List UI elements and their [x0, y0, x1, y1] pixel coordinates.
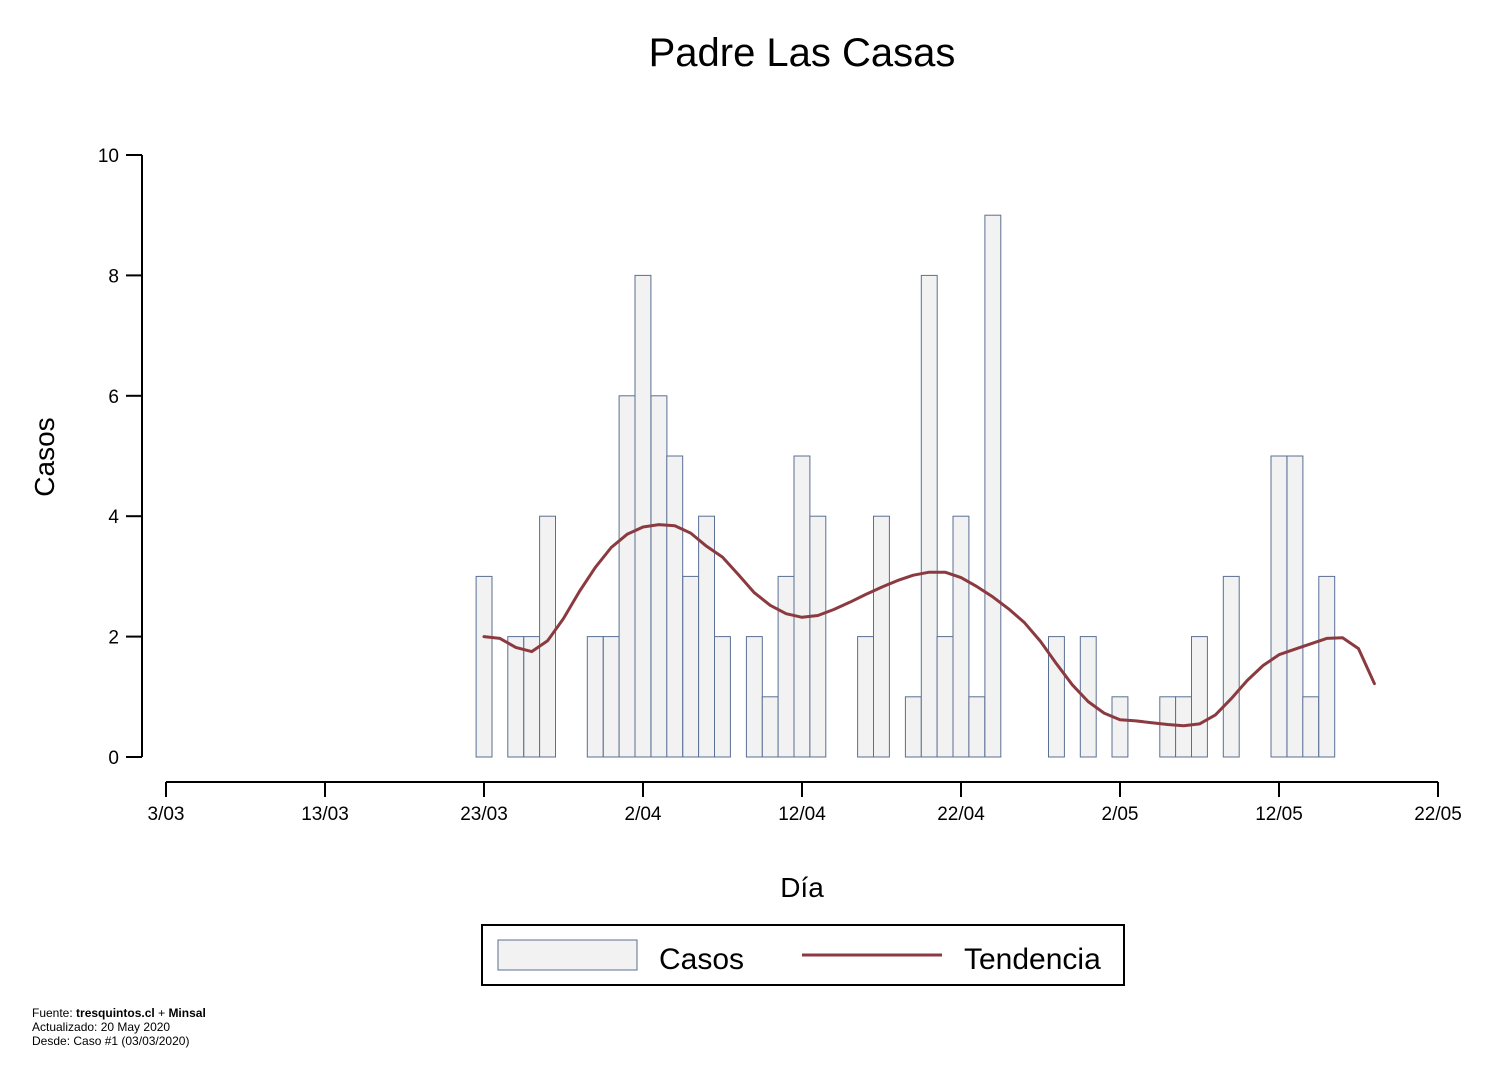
x-tick-label: 23/03 [460, 804, 508, 825]
y-tick-label: 4 [108, 507, 119, 528]
bar [586, 636, 604, 758]
bar [1270, 455, 1288, 758]
y-tick-label: 0 [108, 748, 119, 769]
trend-line [482, 523, 1376, 728]
bar [936, 636, 954, 758]
bar [920, 274, 938, 758]
footer-source: Fuente: tresquintos.cl + Minsal [32, 1006, 206, 1020]
bar [777, 575, 795, 758]
bar [1318, 575, 1336, 758]
x-tick-label: 22/04 [937, 804, 985, 825]
bar [1191, 636, 1208, 758]
y-tick-label: 10 [98, 146, 119, 167]
x-tick-label: 2/04 [625, 804, 662, 825]
legend-label-casos: Casos [659, 943, 744, 976]
x-tick-label: 3/03 [148, 804, 185, 825]
y-tick-label: 6 [108, 387, 119, 408]
footer-source-org: Minsal [168, 1006, 206, 1020]
bar [1079, 636, 1097, 758]
legend-label-tendencia: Tendencia [964, 943, 1101, 976]
chart-title: Padre Las Casas [649, 31, 956, 75]
bar [602, 636, 620, 758]
bar [618, 395, 636, 758]
bar [761, 696, 779, 758]
bar [873, 515, 890, 758]
y-tick-label: 8 [108, 266, 119, 287]
y-tick-label: 2 [108, 628, 119, 649]
bar [1286, 455, 1304, 758]
bar [904, 696, 922, 758]
bar [793, 455, 811, 758]
bar [475, 575, 493, 758]
bar [1111, 696, 1129, 758]
bar [507, 636, 525, 758]
footer-since: Desde: Caso #1 (03/03/2020) [32, 1034, 190, 1048]
footer-source-joiner: + [158, 1006, 166, 1020]
footer-source-site: tresquintos.cl [76, 1006, 155, 1020]
bar [650, 395, 668, 758]
x-axis: 3/03 13/03 23/03 2/04 12/04 22/04 2/05 12/05 22/… [148, 781, 1462, 825]
y-axis-label: Casos [29, 417, 60, 496]
x-tick-label: 22/05 [1414, 804, 1462, 825]
x-tick-label: 12/04 [778, 804, 826, 825]
bar [682, 575, 700, 758]
bar [523, 636, 541, 758]
bar [1159, 696, 1177, 758]
footer-updated: Actualizado: 20 May 2020 [32, 1020, 171, 1034]
bar [952, 515, 970, 758]
trend-series [482, 523, 1376, 728]
bar [666, 455, 684, 758]
x-axis-label: Día [780, 872, 824, 903]
x-tick-label: 13/03 [301, 804, 349, 825]
bar [745, 636, 763, 758]
legend-swatch-bar [497, 939, 638, 971]
bar [984, 214, 1002, 758]
footer-source-prefix: Fuente: [32, 1006, 73, 1020]
bar [539, 515, 556, 758]
legend: Casos Tendencia [481, 924, 1125, 986]
bar [1302, 696, 1320, 758]
x-tick-label: 12/05 [1255, 804, 1303, 825]
bar [698, 515, 715, 758]
bar [1222, 575, 1240, 758]
bar [714, 636, 731, 758]
bar [857, 636, 874, 758]
bar [968, 696, 986, 758]
bar [634, 274, 652, 758]
bar [809, 515, 827, 758]
y-axis: 0 2 4 6 8 10 [98, 146, 143, 769]
footer: Fuente: tresquintos.cl + Minsal Actualiz… [32, 1006, 206, 1048]
bar-series [475, 214, 1336, 758]
x-tick-label: 2/05 [1102, 804, 1139, 825]
